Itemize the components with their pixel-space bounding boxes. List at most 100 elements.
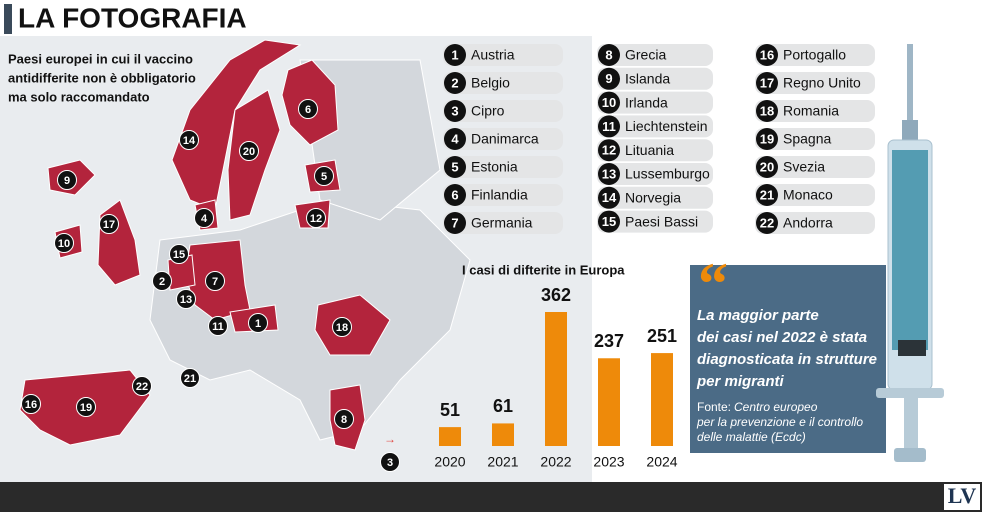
country-badge <box>598 91 620 114</box>
country-pill <box>755 44 875 66</box>
arrow-icon: → <box>384 432 396 446</box>
country-pill <box>443 72 563 94</box>
map-marker-number: 12 <box>310 213 322 225</box>
map-marker-number: 1 <box>255 318 261 330</box>
country-name: Portogallo <box>783 47 846 63</box>
country-name: Andorra <box>783 215 833 231</box>
bar <box>598 358 620 446</box>
map-marker <box>205 271 225 291</box>
map-marker <box>152 271 172 291</box>
quote-line: La maggior parte <box>697 307 819 324</box>
map-marker <box>314 166 334 186</box>
bar <box>492 423 514 446</box>
country-number: 5 <box>451 159 458 174</box>
country-badge <box>444 128 466 150</box>
map-marker <box>239 141 259 161</box>
country-name: Cipro <box>471 103 505 119</box>
value-label: 237 <box>594 331 624 351</box>
country-badge <box>756 156 778 178</box>
x-tick-label: 2022 <box>540 454 571 470</box>
map-marker-number: 10 <box>58 238 70 250</box>
country-badge <box>756 100 778 122</box>
country-pill <box>755 128 875 150</box>
country-name: Romania <box>783 103 839 119</box>
map-marker <box>248 313 268 333</box>
country-pill <box>597 139 713 162</box>
map-marker-number: 16 <box>25 399 37 411</box>
country-name: Danimarca <box>471 131 539 147</box>
map-subtitle: Paesi europei in cui il vaccino <box>8 51 193 66</box>
country-number: 9 <box>605 71 612 86</box>
map-marker <box>306 208 326 228</box>
quote-line: per migranti <box>696 373 785 390</box>
country-name: Austria <box>471 47 515 63</box>
country-badge <box>598 67 620 90</box>
country-badge <box>444 100 466 122</box>
map-marker-number: 19 <box>80 402 92 414</box>
country-badge <box>598 210 620 233</box>
country-pill <box>443 128 563 150</box>
country-number: 12 <box>602 143 616 158</box>
syringe <box>876 44 944 462</box>
country-badge <box>756 44 778 66</box>
map-marker-number: 9 <box>64 175 70 187</box>
map-marker-number: 6 <box>305 104 311 116</box>
quote-line: dei casi nel 2022 è stata <box>697 329 867 346</box>
country-name: Liechtenstein <box>625 118 708 134</box>
country-badge <box>444 156 466 178</box>
map-marker-number: 18 <box>336 322 348 334</box>
map-marker <box>332 317 352 337</box>
country-number: 17 <box>760 75 774 90</box>
country-name: Paesi Bassi <box>625 213 698 229</box>
country-pill <box>755 72 875 94</box>
value-label: 362 <box>541 285 571 305</box>
map-marker <box>76 397 96 417</box>
x-tick-label: 2023 <box>593 454 624 470</box>
map-marker <box>180 368 200 388</box>
chart-title: I casi di difterite in Europa <box>462 262 625 277</box>
logo-bg <box>944 484 980 510</box>
country-badge <box>756 72 778 94</box>
country-number: 22 <box>760 215 774 230</box>
logo: LV <box>948 483 977 508</box>
country-pill <box>755 212 875 234</box>
map-marker <box>380 452 400 472</box>
country-number: 18 <box>760 103 774 118</box>
title-accent <box>4 4 12 34</box>
country-number: 19 <box>760 131 774 146</box>
bar <box>651 353 673 446</box>
source-line: delle malattie (Ecdc) <box>697 430 806 444</box>
country-name: Lussemburgo <box>625 166 710 182</box>
value-label: 61 <box>493 396 513 416</box>
page-title: LA FOTOGRAFIA <box>18 2 247 33</box>
country-name: Estonia <box>471 159 518 175</box>
map-marker <box>57 170 77 190</box>
map-marker-number: 14 <box>183 135 196 147</box>
source-label: Fonte: <box>697 400 731 414</box>
map-marker <box>99 214 119 234</box>
x-tick-label: 2024 <box>646 454 677 470</box>
country-badge <box>756 128 778 150</box>
map-marker-number: 21 <box>184 373 196 385</box>
map-marker-number: 2 <box>159 276 165 288</box>
country-list: 1 Austria 2 Belgio 3 Cipro 4 Danimarca 5 Estonia 6… <box>443 44 875 234</box>
country-pill <box>443 44 563 66</box>
map-marker <box>132 376 152 396</box>
country-pill <box>443 156 563 178</box>
country-badge <box>598 115 620 138</box>
map-marker <box>169 244 189 264</box>
map-marker-number: 22 <box>136 381 148 393</box>
source-line: Centro europeo <box>734 400 818 414</box>
country-badge <box>598 139 620 162</box>
country-number: 14 <box>602 190 617 205</box>
country-number: 7 <box>451 215 458 230</box>
value-label: 51 <box>440 400 460 420</box>
country-name: Islanda <box>625 71 670 87</box>
country-pill <box>443 184 563 206</box>
country-name: Norvegia <box>625 190 681 206</box>
country-name: Irlanda <box>625 94 668 110</box>
map-marker-number: 13 <box>180 294 192 306</box>
map-marker <box>298 99 318 119</box>
map-marker-number: 5 <box>321 171 327 183</box>
